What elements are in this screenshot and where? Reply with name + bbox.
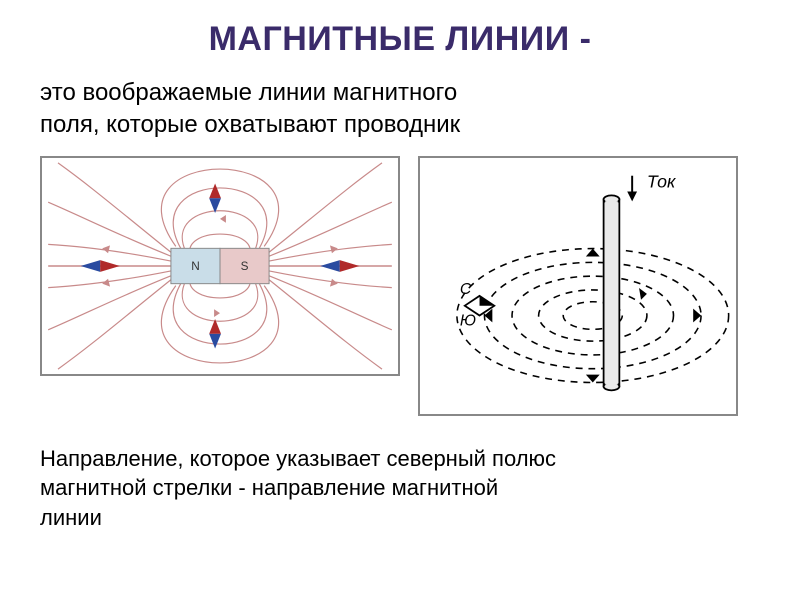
caption-line3: линии <box>40 505 102 530</box>
compass-s-label: Ю <box>460 312 476 329</box>
wire-field-svg: Ток <box>420 158 736 414</box>
figure-wire-field: Ток <box>418 156 738 416</box>
compass-n-label: С <box>460 281 472 298</box>
south-pole-label: S <box>241 260 249 273</box>
wire-mask <box>605 201 618 384</box>
subtitle-line1: это воображаемые линии магнитного <box>40 79 457 106</box>
caption-line1: Направление, которое указывает северный … <box>40 446 556 471</box>
caption-line2: магнитной стрелки - направление магнитно… <box>40 475 498 500</box>
bar-magnet-svg: N S <box>42 158 398 374</box>
caption: Направление, которое указывает северный … <box>40 444 760 533</box>
subtitle: это воображаемые линии магнитного поля, … <box>40 77 760 142</box>
figures-row: N S Ток <box>40 156 760 416</box>
bar-magnet: N S <box>171 248 269 283</box>
north-pole-label: N <box>191 260 200 273</box>
slide-root: МАГНИТНЫЕ ЛИНИИ - это воображаемые линии… <box>0 0 800 600</box>
subtitle-line2: поля, которые охватывают проводник <box>40 111 460 138</box>
figure-bar-magnet: N S <box>40 156 400 376</box>
page-title: МАГНИТНЫЕ ЛИНИИ - <box>40 20 760 59</box>
title-text: МАГНИТНЫЕ ЛИНИИ - <box>209 20 592 58</box>
current-label: Ток <box>647 171 676 191</box>
